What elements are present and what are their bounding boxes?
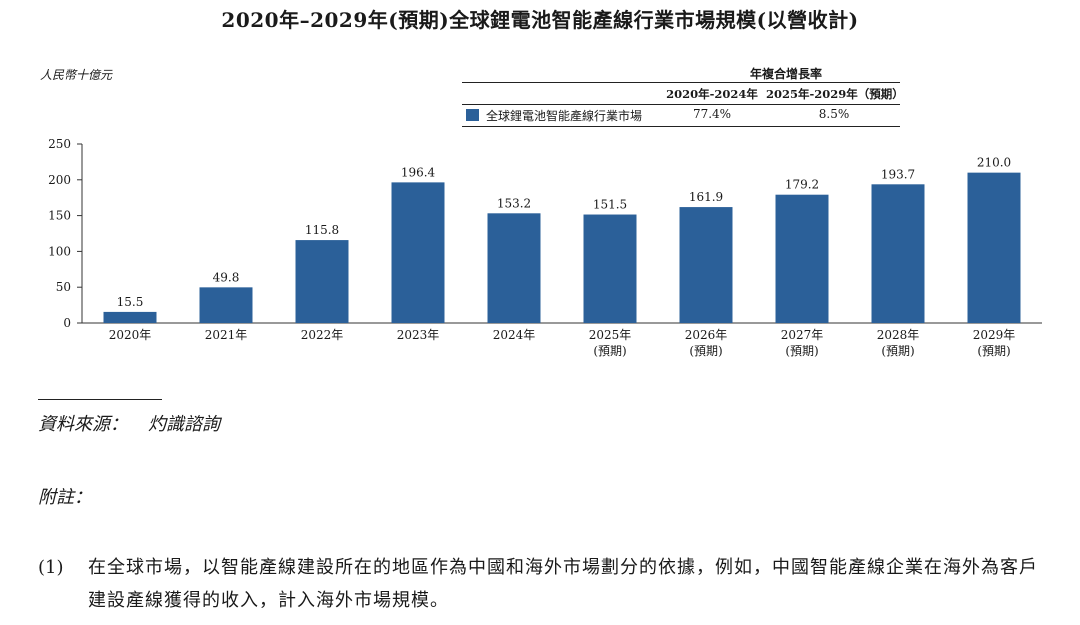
bar-value-label: 153.2 [497,196,531,210]
note-number: (1) [38,557,64,578]
bar-7 [679,207,733,323]
bar-6 [583,214,637,323]
bar-8 [775,194,829,323]
bar-value-label: 115.8 [305,223,339,237]
notes-title: 附註： [38,487,92,508]
bar-value-label: 161.9 [689,190,723,204]
x-tick-label: 2024年 [493,328,536,342]
unit-label: 人民幣十億元 [40,68,113,82]
x-tick-label: 2022年 [301,328,344,342]
x-tick-label: 2021年 [205,328,248,342]
y-tick-label: 250 [48,137,71,151]
x-tick-sublabel: (預期) [881,344,914,358]
bar-value-label: 49.8 [213,270,240,284]
bar-5 [487,213,541,323]
bar-value-label: 151.5 [593,198,627,212]
x-tick-label: 2023年 [397,328,440,342]
cagr-table: 年複合增長率 2020年-2024年 2025年-2029年（預期） 全球鋰電池… [462,62,904,128]
x-tick-label: 2028年 [877,328,920,342]
chart-title: 2020年–2029年(預期)全球鋰電池智能產線行業市場規模(以營收計) [221,8,859,32]
x-tick-sublabel: (預期) [785,344,818,358]
cagr-header: 年複合增長率 [749,67,822,81]
y-tick-label: 100 [48,244,71,258]
y-tick-label: 50 [56,280,71,294]
cagr-value-2: 8.5% [818,107,850,121]
bar-4 [391,182,445,323]
legend-series-name: 全球鋰電池智能產線行業市場 [486,109,643,123]
source-separator [38,399,162,400]
source-value: 灼識諮詢 [148,414,220,435]
y-tick-label: 0 [63,316,71,330]
cagr-period-1: 2020年-2024年 [666,87,758,101]
cagr-value-1: 77.4% [692,107,732,121]
bar-chart: 0 50 100 150 200 250 15.5 2020年 49.8 2021年 115.8 20… [48,137,1042,358]
x-tick-sublabel: (預期) [977,344,1010,358]
x-tick-sublabel: (預期) [689,344,722,358]
cagr-rule-middle [462,104,900,105]
cagr-rule-bottom [462,126,900,127]
x-tick-label: 2025年 [589,328,632,342]
x-tick-label: 2027年 [781,328,824,342]
bar-1 [103,311,157,323]
cagr-period-2: 2025年-2029年（預期） [766,87,904,101]
bar-2 [199,287,253,323]
bar-value-label: 210.0 [977,156,1011,170]
y-tick-label: 150 [48,209,71,223]
legend-swatch [466,109,479,121]
bar-value-label: 179.2 [785,178,819,192]
bar-3 [295,240,349,323]
note-text: 在全球市場，以智能產線建設所在的地區作為中國和海外市場劃分的依據，例如，中國智能… [88,557,1038,611]
bar-9 [871,184,925,323]
bar-10 [967,172,1021,323]
bar-value-label: 196.4 [401,165,436,179]
y-tick-label: 200 [48,173,71,187]
x-tick-label: 2029年 [973,328,1016,342]
cagr-rule-top [462,82,900,83]
bar-value-label: 193.7 [881,167,915,181]
source-label: 資料來源： [38,414,128,435]
x-tick-label: 2026年 [685,328,728,342]
source-line: 資料來源： 灼識諮詢 [38,410,220,436]
x-tick-label: 2020年 [109,328,152,342]
bar-value-label: 15.5 [117,295,144,309]
x-tick-sublabel: (預期) [593,344,626,358]
